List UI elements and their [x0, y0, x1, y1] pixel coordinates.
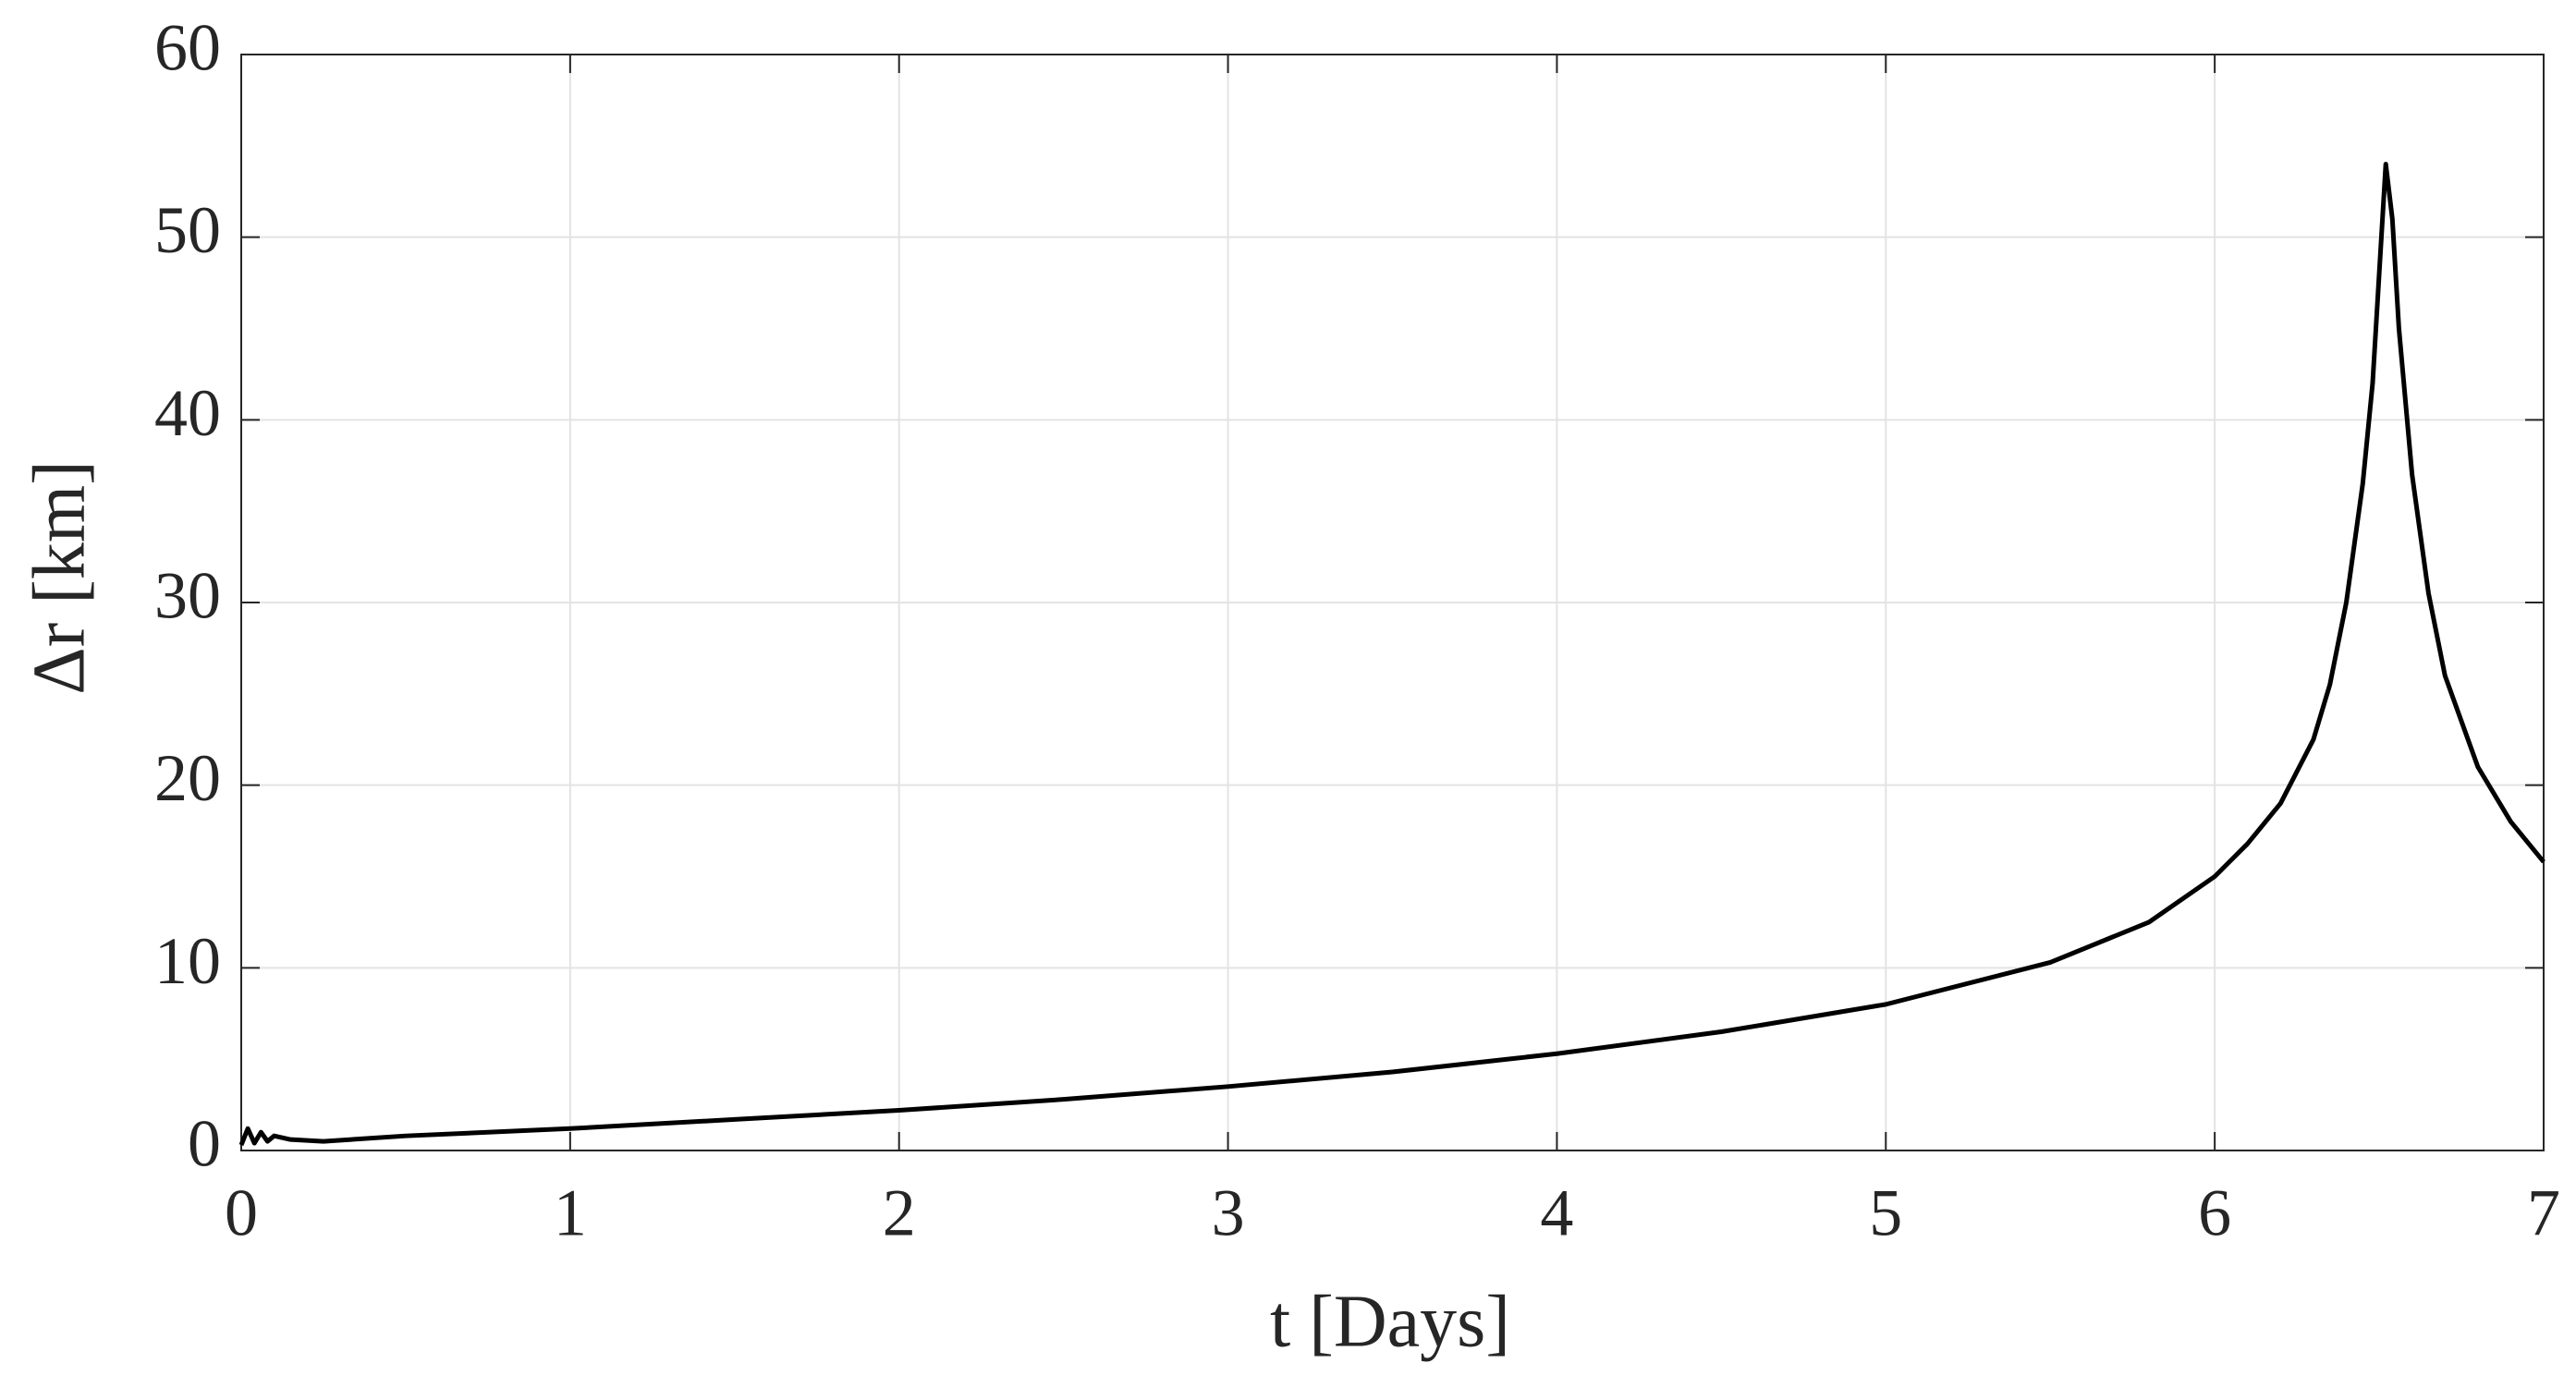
- y-tick-label: 40: [154, 376, 221, 450]
- x-tick-label: 4: [1540, 1176, 1573, 1250]
- x-tick-label: 6: [2198, 1176, 2231, 1250]
- y-axis-label: Δr [km]: [18, 460, 100, 695]
- x-tick-label: 1: [554, 1176, 587, 1250]
- y-tick-label: 30: [154, 559, 221, 633]
- y-tick-label: 60: [154, 11, 221, 85]
- x-tick-label: 7: [2527, 1176, 2560, 1250]
- x-axis-label: t [Days]: [1270, 1281, 1510, 1362]
- x-tick-label: 5: [1869, 1176, 1902, 1250]
- y-tick-label: 0: [188, 1107, 221, 1181]
- y-tick-label: 20: [154, 741, 221, 815]
- plot-frame: [240, 54, 2545, 1151]
- x-tick-label: 0: [225, 1176, 258, 1250]
- x-tick-label: 3: [1212, 1176, 1245, 1250]
- data-line: [238, 162, 2545, 1146]
- y-tick-label: 10: [154, 924, 221, 998]
- x-tick-label: 2: [883, 1176, 916, 1250]
- y-tick-label: 50: [154, 193, 221, 267]
